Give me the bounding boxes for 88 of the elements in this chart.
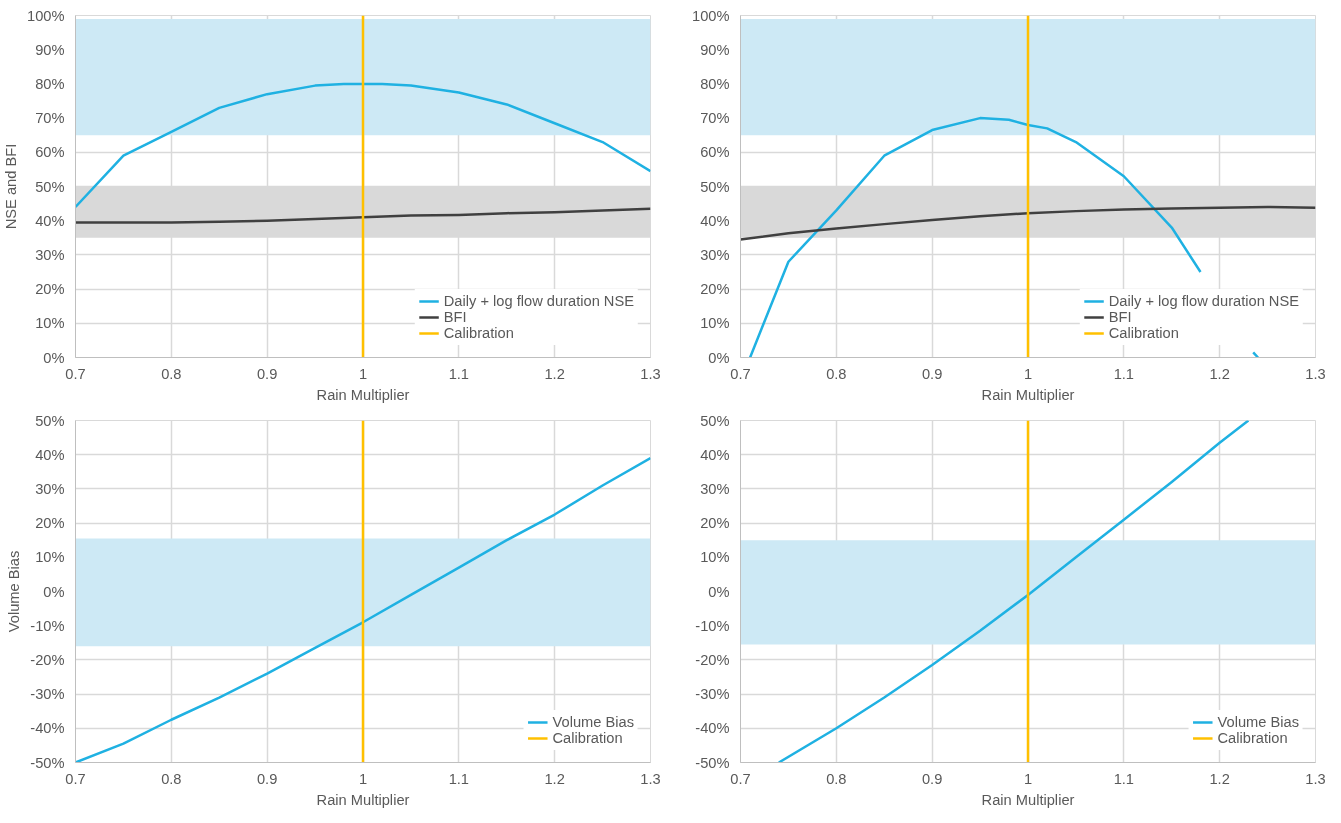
y-tick-label: 30% <box>35 480 65 497</box>
y-tick-label: 50% <box>700 412 730 429</box>
x-tick-label: 0.8 <box>161 365 182 382</box>
y-tick-label: 10% <box>700 549 730 566</box>
y-tick-label: 40% <box>35 446 65 463</box>
x-tick-label: 1.3 <box>1305 770 1326 787</box>
y-tick-label: 40% <box>700 212 730 229</box>
y-tick-label: 80% <box>700 75 730 92</box>
x-tick-label: 0.9 <box>921 365 943 382</box>
x-tick-label: 0.9 <box>921 770 943 787</box>
x-tick-label: 1.1 <box>448 365 470 382</box>
y-tick-label: 30% <box>700 246 730 263</box>
y-tick-label: 30% <box>700 480 730 497</box>
x-tick-label: 1 <box>1023 365 1033 382</box>
y-tick-label: -30% <box>695 686 730 703</box>
y-tick-label: 0% <box>43 583 65 600</box>
y-tick-label: 50% <box>35 412 65 429</box>
y-tick-label: 20% <box>35 515 65 532</box>
y-tick-label: 90% <box>700 41 730 58</box>
y-axis-title: NSE and BFI <box>3 143 20 230</box>
y-tick-label: 50% <box>700 178 730 195</box>
x-tick-label: 1.2 <box>1209 365 1230 382</box>
x-tick-label: 0.9 <box>256 770 278 787</box>
x-tick-label: 0.7 <box>65 365 86 382</box>
y-tick-label: 60% <box>700 144 730 161</box>
x-tick-label: 1.2 <box>544 365 565 382</box>
legend-label: Volume Bias <box>552 714 634 730</box>
legend-label: Daily + log flow duration NSE <box>443 293 634 309</box>
x-tick-label: 0.9 <box>256 365 278 382</box>
y-tick-label: -40% <box>695 720 730 737</box>
y-tick-label: 100% <box>692 7 730 24</box>
y-tick-label: -50% <box>695 754 730 771</box>
legend-label: Calibration <box>443 325 514 341</box>
y-tick-label: -50% <box>30 754 65 771</box>
y-tick-label: 10% <box>35 549 65 566</box>
y-tick-label: 0% <box>708 349 730 366</box>
y-tick-label: 20% <box>700 515 730 532</box>
x-tick-label: 1.1 <box>1113 365 1135 382</box>
y-tick-label: 80% <box>35 75 65 92</box>
y-tick-label: 10% <box>700 315 730 332</box>
x-tick-label: 1 <box>358 365 368 382</box>
y-tick-label: 70% <box>700 110 730 127</box>
legend-label: BFI <box>443 309 467 325</box>
y-tick-label: 90% <box>35 41 65 58</box>
x-axis-title: Rain Multiplier <box>981 791 1075 808</box>
y-tick-label: 10% <box>35 315 65 332</box>
legend-label: Calibration <box>1217 730 1288 746</box>
y-tick-label: 40% <box>700 446 730 463</box>
x-tick-label: 1.2 <box>544 770 565 787</box>
y-axis-title: Volume Bias <box>6 550 23 633</box>
y-tick-label: -20% <box>30 651 65 668</box>
y-tick-label: -40% <box>30 720 65 737</box>
y-tick-label: -10% <box>695 617 730 634</box>
x-axis-title: Rain Multiplier <box>316 791 410 808</box>
y-tick-label: 0% <box>708 583 730 600</box>
x-tick-label: 1.1 <box>448 770 470 787</box>
legend-label: Calibration <box>1108 325 1179 341</box>
legend-label: Volume Bias <box>1217 714 1299 730</box>
x-tick-label: 1.2 <box>1209 770 1230 787</box>
y-tick-label: 60% <box>35 144 65 161</box>
x-tick-label: 0.7 <box>730 365 751 382</box>
y-tick-label: 0% <box>43 349 65 366</box>
x-tick-label: 1 <box>358 770 368 787</box>
y-tick-label: 50% <box>35 178 65 195</box>
y-tick-label: 20% <box>700 281 730 298</box>
y-tick-label: 40% <box>35 212 65 229</box>
legend-label: Calibration <box>552 730 623 746</box>
y-tick-label: 20% <box>35 281 65 298</box>
y-tick-label: -10% <box>30 617 65 634</box>
x-tick-label: 0.7 <box>730 770 751 787</box>
y-tick-label: 30% <box>35 246 65 263</box>
legend-label: BFI <box>1108 309 1132 325</box>
x-tick-label: 0.8 <box>826 770 847 787</box>
x-tick-label: 1.3 <box>1305 365 1326 382</box>
x-axis-title: Rain Multiplier <box>981 386 1075 403</box>
x-tick-label: 0.8 <box>161 770 182 787</box>
x-tick-label: 1.3 <box>640 365 661 382</box>
y-tick-label: 100% <box>27 7 65 24</box>
x-axis-title: Rain Multiplier <box>316 386 410 403</box>
y-tick-label: -30% <box>30 686 65 703</box>
x-tick-label: 1.3 <box>640 770 661 787</box>
x-tick-label: 1.1 <box>1113 770 1135 787</box>
legend-label: Daily + log flow duration NSE <box>1108 293 1299 309</box>
y-tick-label: -20% <box>695 651 730 668</box>
x-tick-label: 1 <box>1023 770 1033 787</box>
x-tick-label: 0.8 <box>826 365 847 382</box>
x-tick-label: 0.7 <box>65 770 86 787</box>
y-tick-label: 70% <box>35 110 65 127</box>
